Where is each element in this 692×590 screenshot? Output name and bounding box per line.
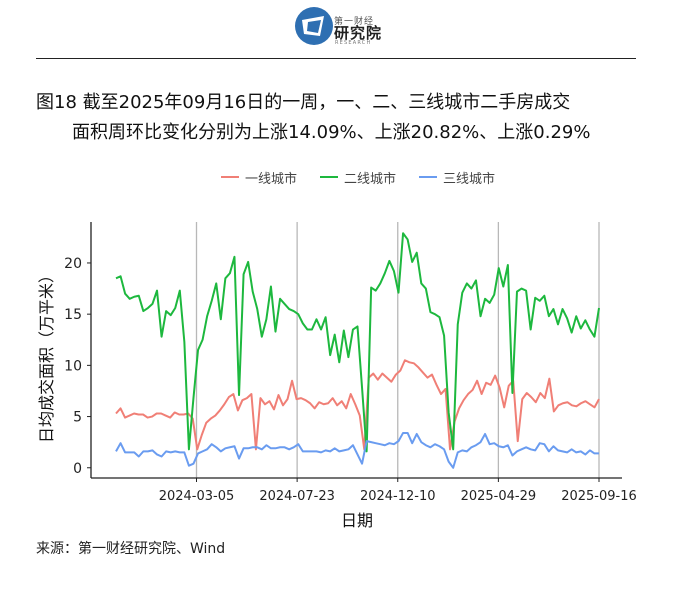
y-tick-label: 10 xyxy=(64,358,82,374)
x-tick-label: 2025-09-16 xyxy=(561,489,637,504)
legend-swatch-tier2 xyxy=(320,176,338,178)
series-line-3 xyxy=(115,431,599,469)
series-line-2 xyxy=(115,232,600,453)
y-axis-label: 日均成交面积（万平米） xyxy=(37,267,56,443)
chart-axes xyxy=(87,222,622,482)
chart-grid xyxy=(195,222,600,478)
logo-icon xyxy=(295,7,333,45)
y-tick-label: 20 xyxy=(64,256,82,272)
legend-label-tier3: 三线城市 xyxy=(443,172,496,187)
legend-swatch-tier3 xyxy=(419,176,437,178)
x-tick-label: 2024-12-10 xyxy=(360,489,436,504)
logo-main-text: 研究院 xyxy=(334,24,383,42)
chart-tick-labels: 2024-03-05 2024-07-23 2024-12-10 2025-04-29… xyxy=(64,256,637,504)
legend-swatch-tier1 xyxy=(221,176,239,178)
legend-label-tier1: 一线城市 xyxy=(245,172,298,187)
chart-title-line2: 面积周环比变化分别为上涨14.09%、上涨20.82%、上涨0.29% xyxy=(72,122,591,143)
chart-title-line1: 图18 截至2025年09月16日的一周，一、二、三线城市二手房成交 xyxy=(36,92,571,113)
logo-small-text: 第一财经 xyxy=(334,17,375,27)
x-tick-label: 2025-04-29 xyxy=(461,489,537,504)
legend-label-tier2: 二线城市 xyxy=(344,172,397,187)
source-note: 来源：第一财经研究院、Wind xyxy=(36,541,226,557)
x-axis-label: 日期 xyxy=(341,511,373,530)
y-tick-label: 0 xyxy=(73,461,82,477)
series-line-1 xyxy=(115,359,600,451)
x-tick-label: 2024-03-05 xyxy=(159,489,235,504)
y-tick-label: 15 xyxy=(64,307,82,323)
research-logo: 第一财经 研究院 RESEARCH xyxy=(294,6,404,46)
header-divider xyxy=(36,58,636,59)
logo-en-text: RESEARCH xyxy=(335,40,372,46)
y-tick-label: 5 xyxy=(73,410,82,426)
chart-series-lines xyxy=(115,232,600,469)
chart-legend: 一线城市 二线城市 三线城市 xyxy=(0,166,692,187)
x-tick-label: 2024-07-23 xyxy=(259,489,335,504)
